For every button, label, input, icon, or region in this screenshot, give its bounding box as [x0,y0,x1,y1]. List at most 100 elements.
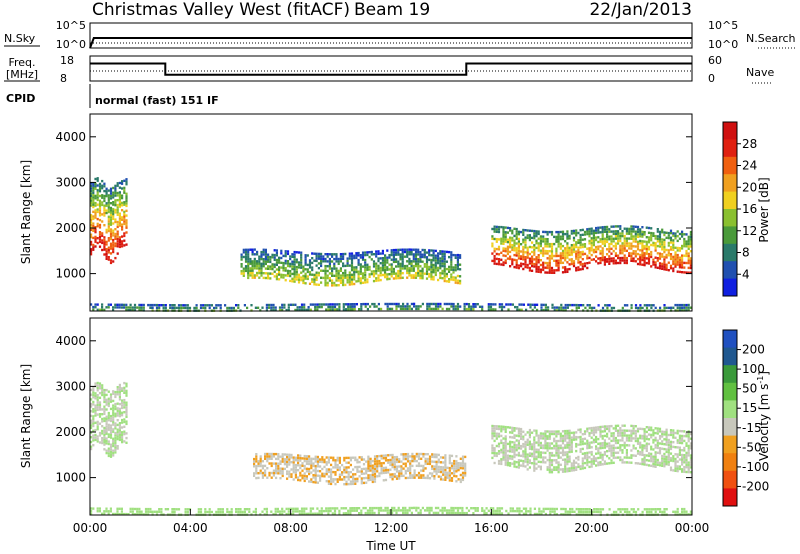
velocity-cell [643,435,646,438]
power-cell [428,253,431,257]
power-cell [353,282,356,286]
velocity-cell [520,430,523,433]
power-cell [114,235,117,238]
velocity-cell [561,434,565,438]
power-cell [560,303,563,307]
power-cell [454,264,457,267]
power-cell [645,304,649,307]
velocity-cell [103,436,106,439]
velocity-cell [678,453,681,456]
power-cell [282,266,285,270]
power-cell [432,256,435,260]
velocity-cell [321,458,324,461]
power-cell [654,249,657,252]
velocity-cell [639,427,642,430]
velocity-cell [92,410,95,413]
power-cell [361,281,365,284]
power-cell [96,210,99,214]
velocity-cell [402,462,405,465]
power-cell [650,253,653,256]
velocity-cell [400,453,403,456]
velocity-cell [378,462,381,465]
power-cell [497,225,501,229]
velocity-cell [528,459,531,462]
velocity-cell [617,424,620,427]
velocity-cell [497,445,501,448]
velocity-cell [334,463,337,467]
velocity-cell [681,437,684,440]
power-cell [264,255,267,259]
velocity-cell [268,452,271,456]
power-cell [590,232,593,235]
velocity-cell [599,461,602,464]
velocity-cell [502,446,505,450]
power-cell [592,241,595,244]
velocity-cell [286,465,289,468]
velocity-cell [270,476,273,479]
power-cell [275,277,278,281]
power-cell [107,239,110,242]
velocity-cell [513,448,516,451]
velocity-cell [669,452,673,455]
velocity-cell [676,429,679,433]
power-cell [513,249,516,252]
power-cell [632,225,635,228]
power-cell [665,268,668,271]
power-cell [612,259,615,263]
power-cell [357,254,360,257]
power-cell [309,303,312,306]
power-cell [654,306,657,310]
power-cell [452,305,455,308]
velocity-cell [264,452,267,456]
velocity-cell [570,443,573,446]
power-cell [335,272,338,275]
velocity-cell [548,461,551,464]
power-cell [256,267,259,270]
power-cell [535,260,538,264]
velocity-cell [406,460,410,463]
velocity-cell [92,388,95,392]
power-cell [414,248,418,251]
power-cell [511,229,514,232]
power-cell [561,235,565,238]
velocity-cell [539,453,542,457]
power-cell [553,306,556,309]
velocity-cell [537,453,540,456]
power-cell [568,249,571,252]
power-cell [678,237,681,240]
velocity-cell [398,458,401,461]
velocity-cell [592,457,595,460]
velocity-cell [270,452,273,456]
power-cell [96,222,99,226]
velocity-cell [103,400,106,404]
velocity-cell [500,425,503,428]
velocity-cell [522,445,525,448]
velocity-cell [650,457,653,460]
power-cell [121,223,124,226]
power-cell [293,265,296,269]
power-cell [421,248,424,252]
velocity-cell [548,466,551,469]
velocity-cell [226,508,229,511]
velocity-cell [263,507,266,511]
power-cell [625,261,628,265]
velocity-cell [665,438,668,441]
power-cell [101,196,104,199]
power-cell [489,308,493,311]
power-cell [311,266,314,269]
velocity-cell [241,510,244,514]
velocity-cell [683,454,686,457]
power-cell [237,304,240,307]
velocity-cell [336,463,339,467]
velocity-cell [641,437,644,440]
power-cell [339,281,342,284]
velocity-cell [650,448,653,451]
power-cell [575,252,578,256]
velocity-cell [288,458,291,461]
velocity-cell [656,458,659,462]
power-cell [399,272,402,275]
velocity-cell [656,461,659,464]
power-cell [555,306,558,309]
power-cell [133,306,137,309]
power-cell [278,266,281,269]
